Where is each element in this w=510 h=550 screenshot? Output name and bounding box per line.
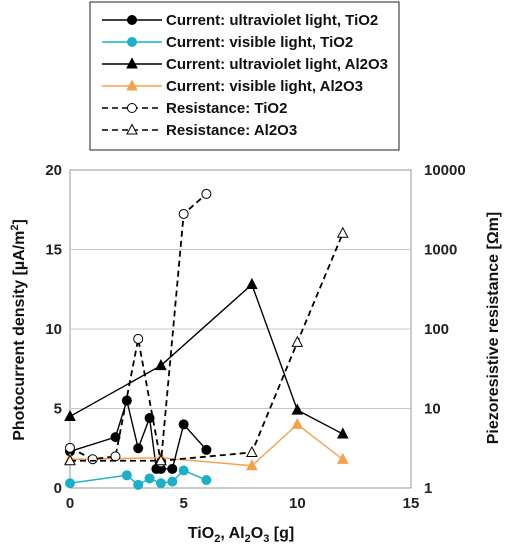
grid-lines [70, 249, 411, 409]
data-point [201, 475, 212, 486]
axis-title-part: 2 [245, 533, 251, 545]
data-point [110, 451, 121, 462]
y-left-tick-label: 5 [54, 401, 62, 418]
axis-title-part: ] [11, 219, 28, 224]
axis-title-part: 3 [263, 533, 269, 545]
data-point [201, 188, 212, 199]
legend-label: Current: ultraviolet light, TiO2 [166, 12, 378, 29]
y-right-tick-label: 10 [424, 401, 441, 418]
y-right-tick-label: 10000 [424, 162, 466, 179]
data-point [110, 432, 121, 443]
tick-labels: 0 5 10 15 0 5 10 15 20 1 10 100 1000 10000 [45, 162, 465, 512]
data-point [65, 478, 75, 489]
y-left-tick-label: 20 [45, 162, 62, 179]
series-5 [64, 226, 349, 466]
axis-title-part: O [251, 525, 263, 542]
y-left-tick-label: 0 [54, 480, 62, 497]
data-point [336, 427, 349, 439]
y-right-tick-label: 1000 [424, 242, 457, 259]
legend-label: Resistance: TiO2 [166, 100, 287, 117]
x-tick-label: 5 [179, 495, 187, 512]
data-point [178, 465, 189, 476]
data-point [201, 444, 212, 455]
axis-title-part: 2 [9, 225, 21, 231]
legend-item: Current: visible light, Al2O3 [102, 78, 363, 95]
y-left-tick-label: 15 [45, 242, 62, 259]
data-point [144, 413, 155, 424]
series-1 [65, 465, 212, 490]
data-point [246, 459, 258, 471]
y-left-axis-title: Photocurrent density [µA/m2] [9, 219, 28, 441]
data-point [144, 473, 155, 484]
x-tick-label: 10 [289, 495, 306, 512]
data-point [291, 335, 304, 347]
x-tick-label: 15 [403, 495, 420, 512]
axis-title-part: 2 [214, 533, 220, 545]
data-point [121, 470, 132, 481]
legend: Current: ultraviolet light, TiO2 Current:… [102, 12, 388, 139]
legend-marker [127, 37, 137, 47]
data-point [133, 479, 144, 490]
data-point [133, 333, 144, 344]
legend-item: Resistance: TiO2 [102, 100, 287, 117]
legend-box [89, 1, 400, 151]
axis-title-part: [g] [269, 525, 294, 542]
legend-marker [126, 123, 138, 135]
legend-label: Resistance: Al2O3 [166, 122, 297, 139]
legend-marker [126, 79, 138, 91]
legend-label: Current: visible light, TiO2 [166, 34, 353, 51]
data-point [155, 454, 167, 466]
legend-label: Current: ultraviolet light, Al2O3 [166, 56, 388, 73]
data-point [87, 454, 98, 465]
data-point [178, 419, 189, 430]
legend-item: Resistance: Al2O3 [102, 122, 297, 139]
legend-label: Current: visible light, Al2O3 [166, 78, 363, 95]
y-left-tick-label: 10 [45, 321, 62, 338]
data-point [291, 403, 304, 415]
legend-item: Current: ultraviolet light, TiO2 [102, 12, 378, 29]
series-line [69, 397, 207, 470]
data-point [65, 442, 75, 453]
axis-title-part: Photocurrent density [µA/m [11, 231, 28, 441]
x-tick-label: 0 [66, 495, 74, 512]
data-point [178, 208, 189, 219]
axis-title-part: , Al [220, 525, 244, 542]
data-point [246, 277, 258, 289]
data-point [291, 417, 304, 429]
x-axis-title: TiO2, Al2O3 [g] [188, 525, 294, 545]
axis-title-part: TiO [188, 525, 214, 542]
legend-item: Current: ultraviolet light, Al2O3 [102, 56, 388, 73]
y-right-tick-label: 100 [424, 321, 449, 338]
legend-marker [127, 103, 137, 113]
data-point [64, 409, 76, 421]
data-point [155, 358, 167, 371]
data-point [155, 478, 166, 489]
y-right-tick-label: 1 [424, 480, 432, 497]
data-point [167, 463, 178, 474]
legend-marker [126, 57, 138, 69]
data-point [167, 476, 178, 487]
data-point [64, 454, 76, 466]
y-right-axis-title: Piezoresistive resistance [Ωm] [485, 212, 502, 445]
data-point [246, 445, 258, 457]
legend-marker [127, 15, 137, 25]
data-point [133, 443, 144, 454]
legend-item: Current: visible light, TiO2 [102, 34, 353, 51]
data-point [336, 452, 349, 464]
series-layer [64, 188, 349, 490]
data-point [336, 226, 349, 238]
